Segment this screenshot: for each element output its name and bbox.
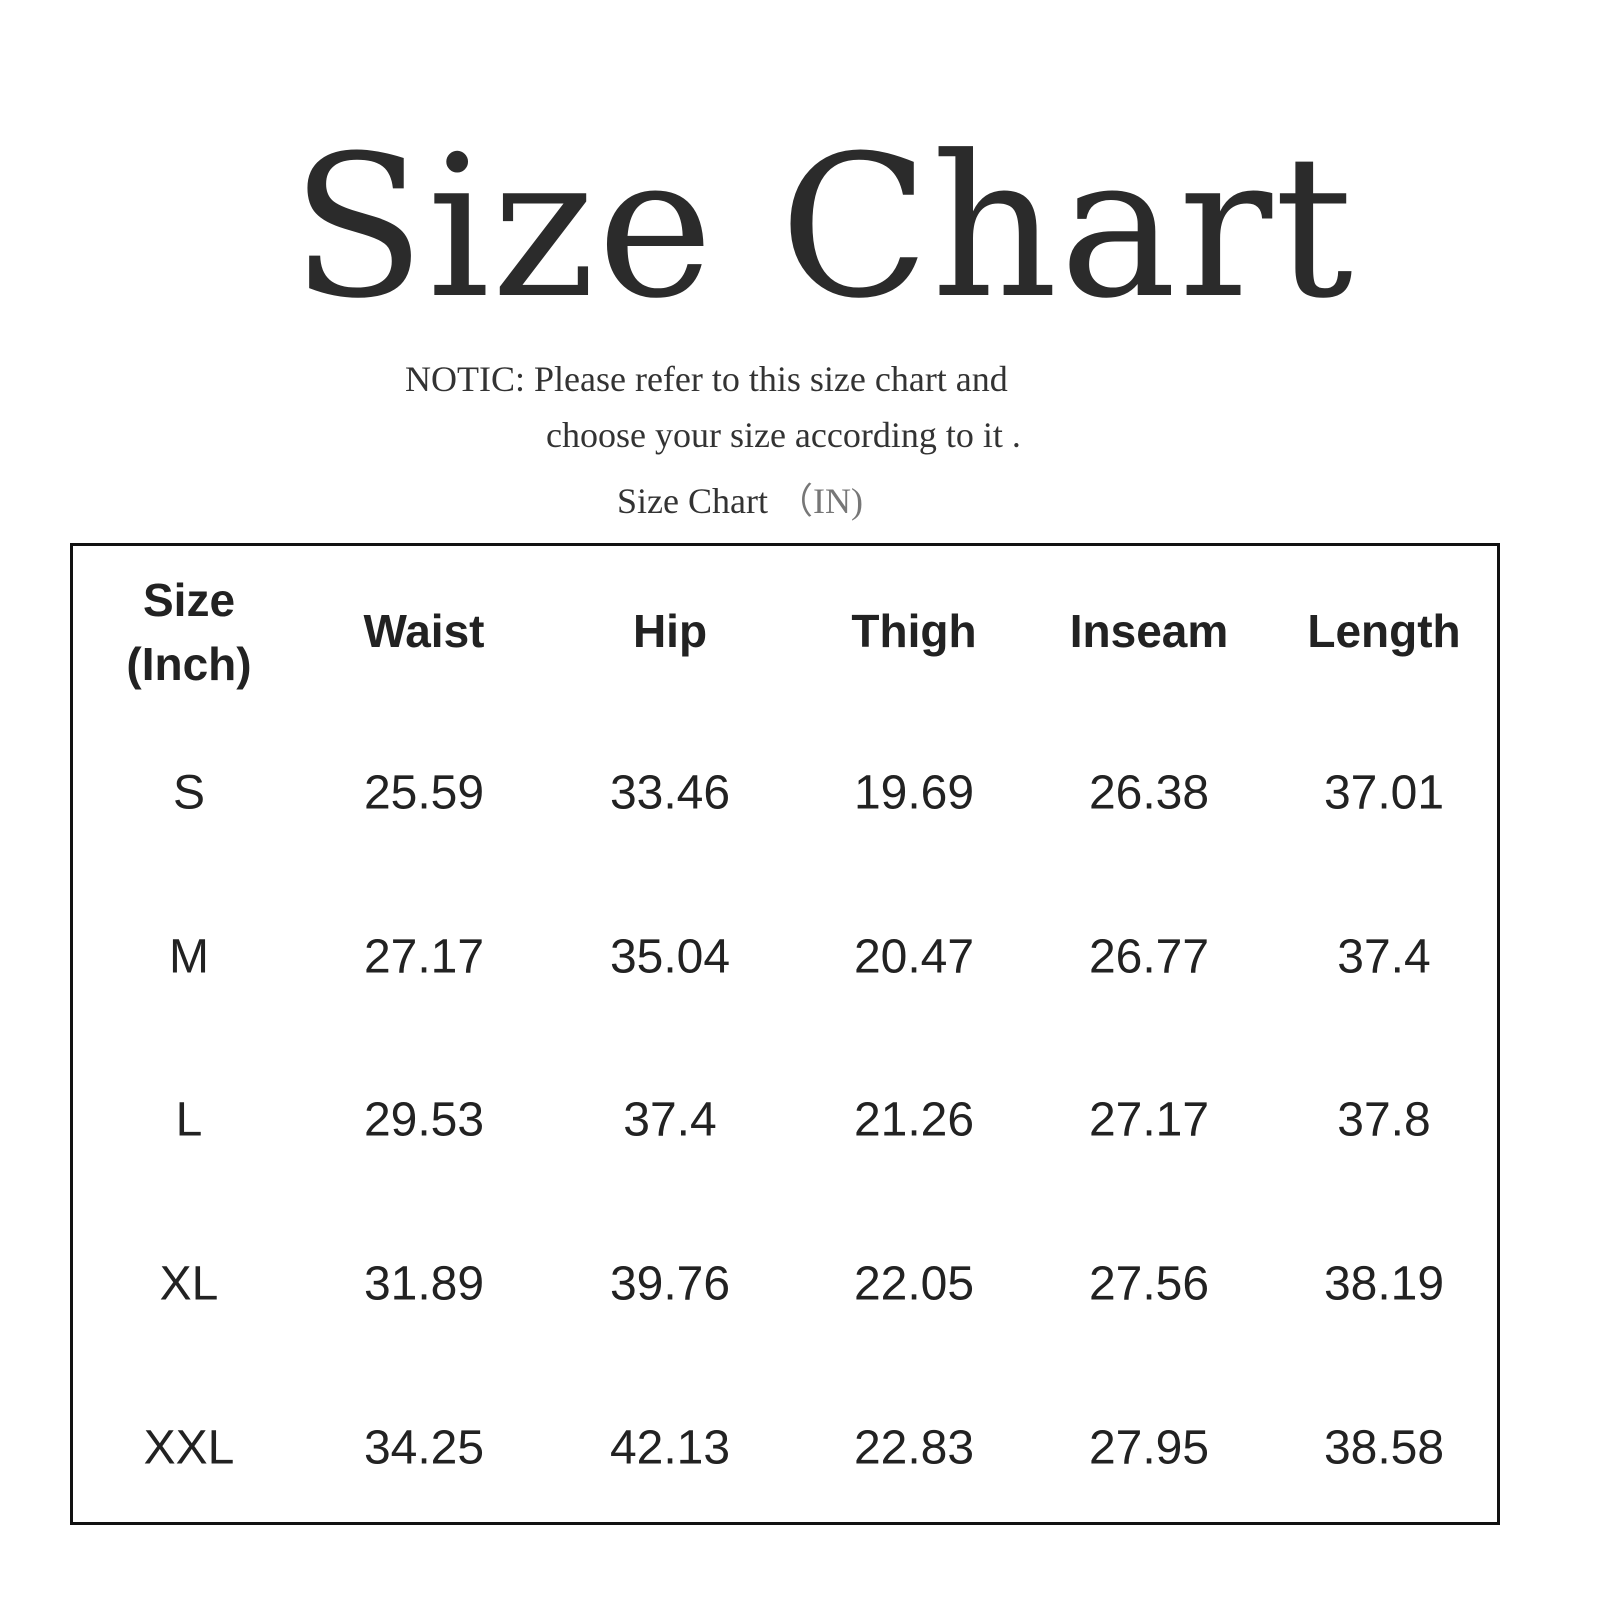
cell-hip: 39.76 [609, 1257, 731, 1311]
unit-label: Size Chart （IN) [617, 472, 863, 524]
header-waist: Waist [363, 605, 485, 657]
cell-inseam: 26.38 [1088, 766, 1210, 820]
cell-waist: 27.17 [363, 930, 485, 984]
cell-inseam: 26.77 [1088, 930, 1210, 984]
cell-size: L [175, 1093, 203, 1147]
cell-hip: 37.4 [623, 1093, 717, 1147]
cell-waist: 29.53 [363, 1093, 485, 1147]
page-title: Size Chart [290, 114, 1356, 342]
header-hip: Hip [632, 605, 708, 657]
header-size: Size (Inch) [126, 575, 251, 689]
header-thigh: Thigh [851, 605, 977, 657]
cell-size: XXL [143, 1421, 235, 1475]
notice-line-1: NOTIC: Please refer to this size chart a… [405, 359, 1008, 399]
cell-waist: 34.25 [363, 1421, 485, 1475]
cell-thigh: 19.69 [853, 766, 975, 820]
header-size-label: Size [142, 574, 236, 626]
size-table: Size (Inch) Waist Hip Thigh Inseam Lengt… [70, 543, 1500, 1525]
header-inseam: Inseam [1069, 605, 1229, 657]
cell-waist: 31.89 [363, 1257, 485, 1311]
unit-text: （IN) [776, 481, 863, 521]
cell-hip: 35.04 [609, 930, 731, 984]
cell-inseam: 27.17 [1088, 1093, 1210, 1147]
cell-thigh: 20.47 [853, 930, 975, 984]
cell-length: 38.58 [1323, 1421, 1445, 1475]
cell-size: XL [159, 1257, 219, 1311]
cell-length: 37.01 [1323, 766, 1445, 820]
cell-hip: 42.13 [609, 1421, 731, 1475]
header-length: Length [1307, 605, 1461, 657]
cell-hip: 33.46 [609, 766, 731, 820]
cell-size: S [172, 766, 206, 820]
cell-length: 37.4 [1337, 930, 1431, 984]
cell-inseam: 27.95 [1088, 1421, 1210, 1475]
unit-label-text: Size Chart [617, 481, 768, 521]
cell-thigh: 22.83 [853, 1421, 975, 1475]
cell-length: 38.19 [1323, 1257, 1445, 1311]
cell-waist: 25.59 [363, 766, 485, 820]
cell-thigh: 22.05 [853, 1257, 975, 1311]
cell-thigh: 21.26 [853, 1093, 975, 1147]
cell-size: M [169, 930, 209, 984]
notice-line-2: choose your size according to it . [546, 415, 1021, 455]
header-size-unit: (Inch) [126, 638, 252, 690]
cell-length: 37.8 [1337, 1093, 1431, 1147]
cell-inseam: 27.56 [1088, 1257, 1210, 1311]
